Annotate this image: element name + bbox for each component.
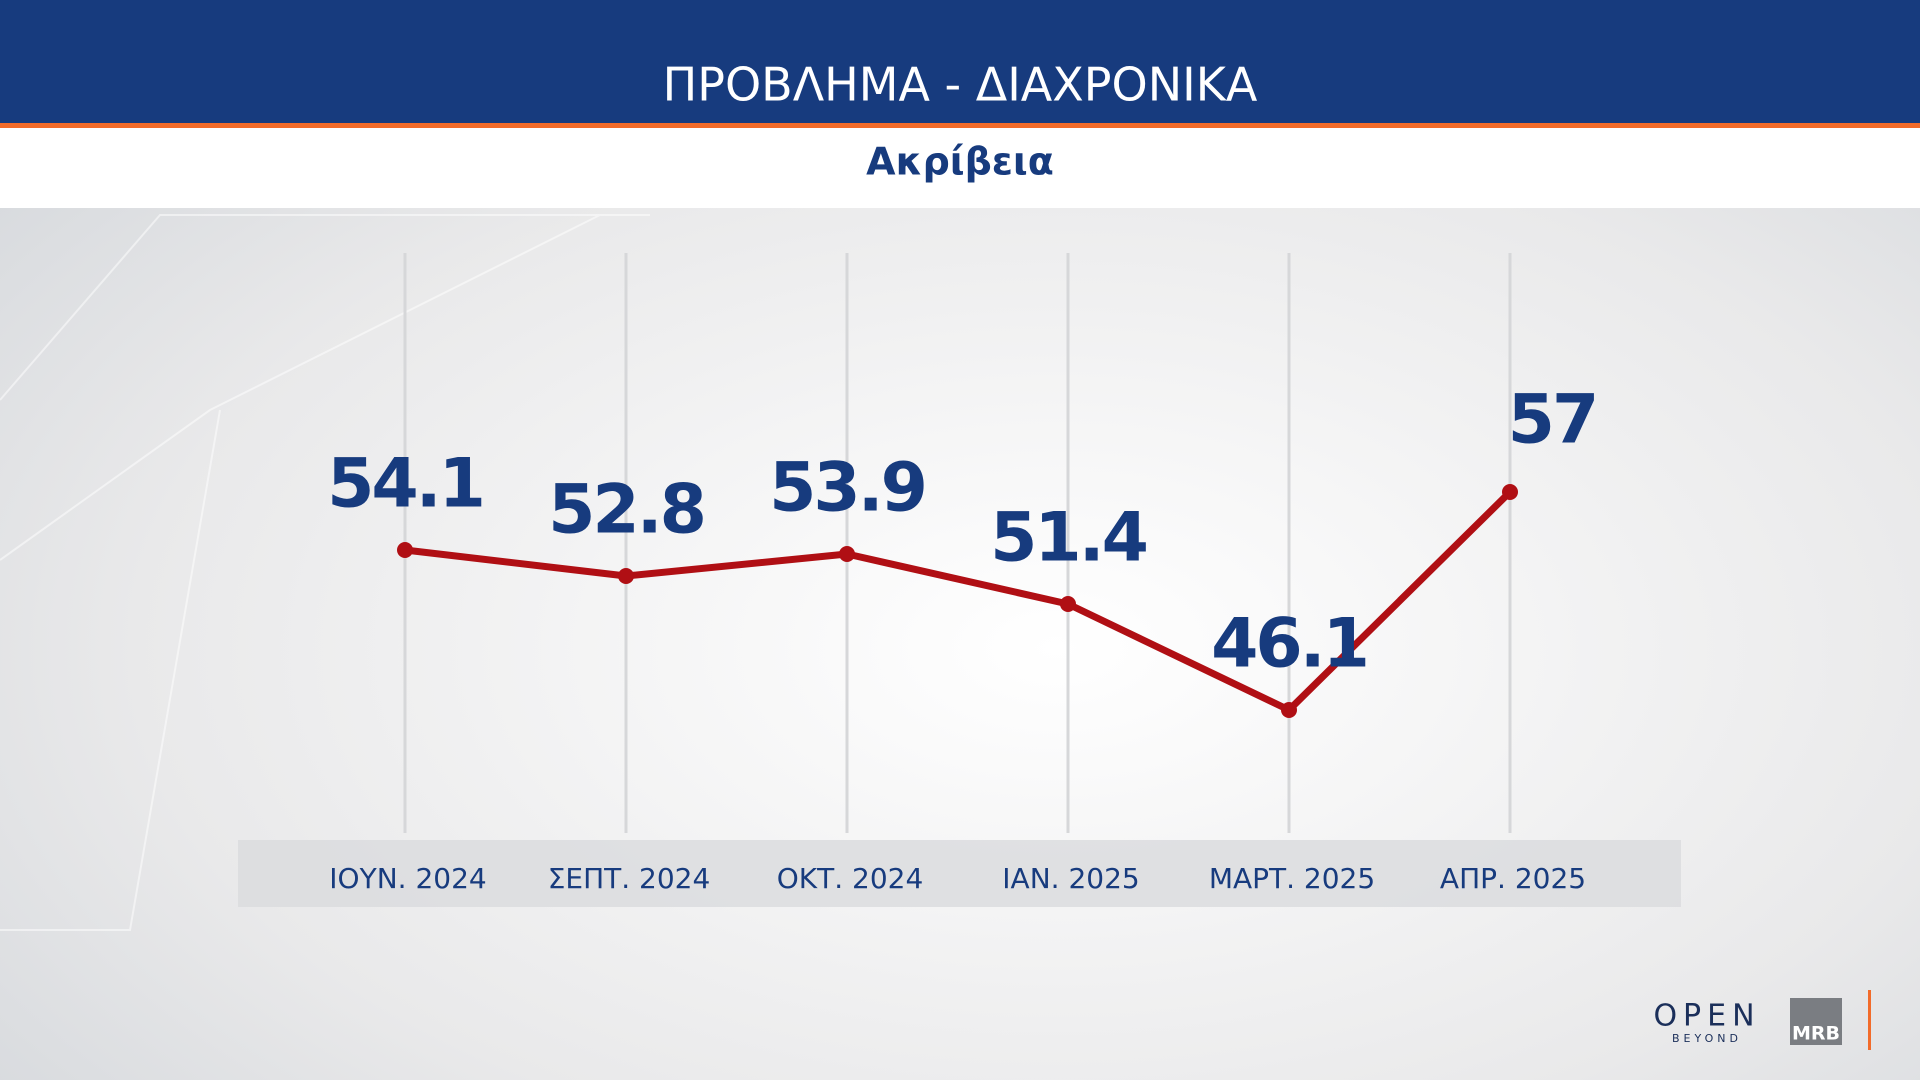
x-tick-label: ΙΑΝ. 2025 xyxy=(1002,862,1139,895)
logo-mrb: MRB xyxy=(1792,1023,1840,1045)
x-tick-label: ΣΕΠΤ. 2024 xyxy=(548,862,711,895)
data-point xyxy=(397,542,413,558)
data-label: 46.1 xyxy=(1211,605,1367,684)
series-line xyxy=(404,489,1513,714)
x-tick-label: ΑΠΡ. 2025 xyxy=(1440,862,1586,895)
chart-subtitle: Ακρίβεια xyxy=(866,140,1054,184)
logo-open-sub: BEYOND xyxy=(1672,1032,1742,1045)
x-tick-label: ΜΑΡΤ. 2025 xyxy=(1209,862,1375,895)
header-bar xyxy=(0,0,1920,123)
logo-open: OPEN xyxy=(1653,999,1760,1034)
data-point xyxy=(618,568,634,584)
data-label: 54.1 xyxy=(327,445,483,524)
logo-divider xyxy=(1868,990,1871,1050)
data-label: 52.8 xyxy=(548,471,704,550)
subtitle-bar xyxy=(0,128,1920,208)
logo-mrb-box xyxy=(1790,998,1842,1045)
category-band xyxy=(238,840,1681,907)
x-tick-label: ΙΟΥΝ. 2024 xyxy=(329,862,486,895)
header-accent xyxy=(0,123,1920,128)
decoration xyxy=(0,214,650,931)
x-tick-label: ΟΚΤ. 2024 xyxy=(777,862,924,895)
data-label: 51.4 xyxy=(990,499,1146,578)
data-point xyxy=(1060,596,1076,612)
data-label: 57 xyxy=(1508,381,1597,460)
chart-title: ΠΡΟΒΛΗΜΑ - ΔΙΑΧΡΟΝΙΚΑ xyxy=(663,58,1258,112)
data-point xyxy=(1281,702,1297,718)
logo-area: OPEN BEYOND MRB xyxy=(1653,990,1871,1050)
data-point xyxy=(1502,484,1518,500)
data-point xyxy=(839,546,855,562)
data-label: 53.9 xyxy=(769,449,925,528)
plot: ΙΟΥΝ. 2024 ΣΕΠΤ. 2024 ΟΚΤ. 2024 ΙΑΝ. 2025 ΜΑ… xyxy=(327,253,1599,895)
